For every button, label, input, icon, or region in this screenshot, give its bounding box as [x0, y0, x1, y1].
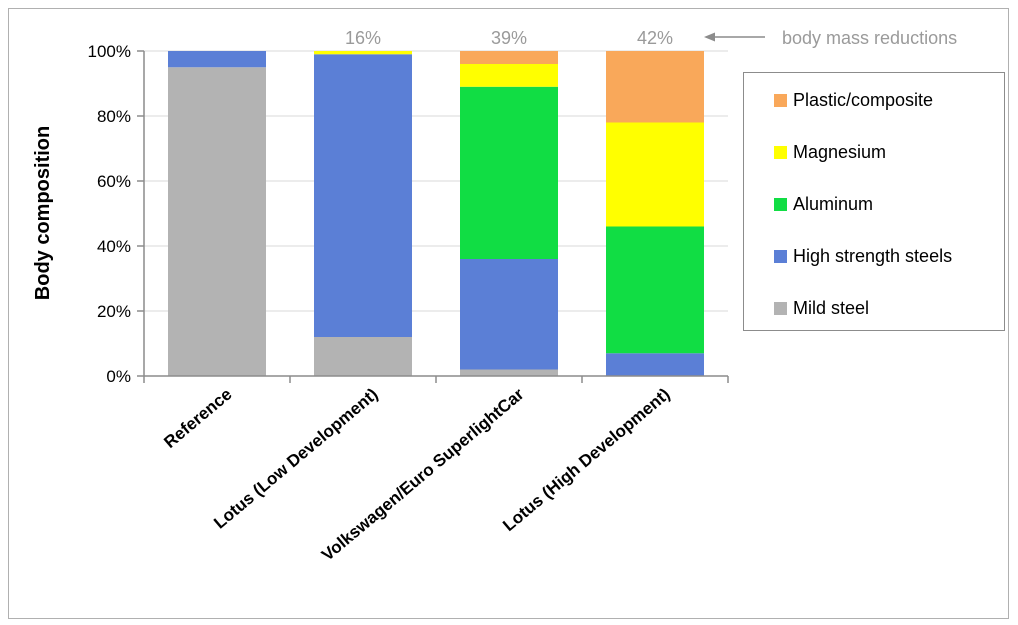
- legend-swatch: [774, 198, 787, 211]
- bar-segment-magnesium: [606, 122, 704, 227]
- bar-segment-plastic-composite: [460, 51, 558, 64]
- bar-segment-aluminum: [460, 86, 558, 259]
- bar-segment-magnesium: [314, 51, 412, 55]
- legend-swatch: [774, 302, 787, 315]
- y-tick-label: 80%: [97, 107, 131, 126]
- y-tick-label: 100%: [88, 42, 131, 61]
- y-tick-label: 0%: [106, 367, 131, 386]
- bar-segment-high-strength-steels: [168, 51, 266, 68]
- legend-label: Magnesium: [793, 142, 886, 162]
- bar-annotation: 16%: [345, 28, 381, 48]
- bars: [168, 51, 704, 376]
- bar-segment-mild-steel: [460, 369, 558, 376]
- bar-segment-plastic-composite: [606, 51, 704, 123]
- bar-segment-magnesium: [460, 64, 558, 87]
- annotation-arrow: [704, 32, 765, 42]
- bar-segment-high-strength-steels: [314, 54, 412, 337]
- bar-annotations: 16% 39% 42%: [345, 28, 673, 48]
- legend-swatch: [774, 250, 787, 263]
- y-tick-label: 20%: [97, 302, 131, 321]
- y-axis-title: Body composition: [32, 126, 54, 300]
- legend-swatch: [774, 146, 787, 159]
- legend-label: High strength steels: [793, 246, 952, 266]
- bar-segment-mild-steel: [168, 67, 266, 376]
- y-tick-label: 40%: [97, 237, 131, 256]
- bar-segment-high-strength-steels: [606, 353, 704, 376]
- y-tick-labels: 0% 20% 40% 60% 80% 100%: [88, 42, 131, 386]
- bar-annotation: 39%: [491, 28, 527, 48]
- legend: Plastic/composite Magnesium Aluminum High s…: [743, 72, 1005, 331]
- annotation-arrow-head: [704, 32, 715, 42]
- bar-segment-high-strength-steels: [460, 259, 558, 370]
- legend-label: Mild steel: [793, 298, 869, 318]
- legend-label: Aluminum: [793, 194, 873, 214]
- annotation-note: body mass reductions: [782, 28, 957, 48]
- bar-segment-mild-steel: [314, 337, 412, 376]
- y-tick-label: 60%: [97, 172, 131, 191]
- axes: [143, 51, 728, 377]
- legend-label: Plastic/composite: [793, 90, 933, 110]
- bar-segment-aluminum: [606, 226, 704, 354]
- bar-annotation: 42%: [637, 28, 673, 48]
- legend-swatch: [774, 94, 787, 107]
